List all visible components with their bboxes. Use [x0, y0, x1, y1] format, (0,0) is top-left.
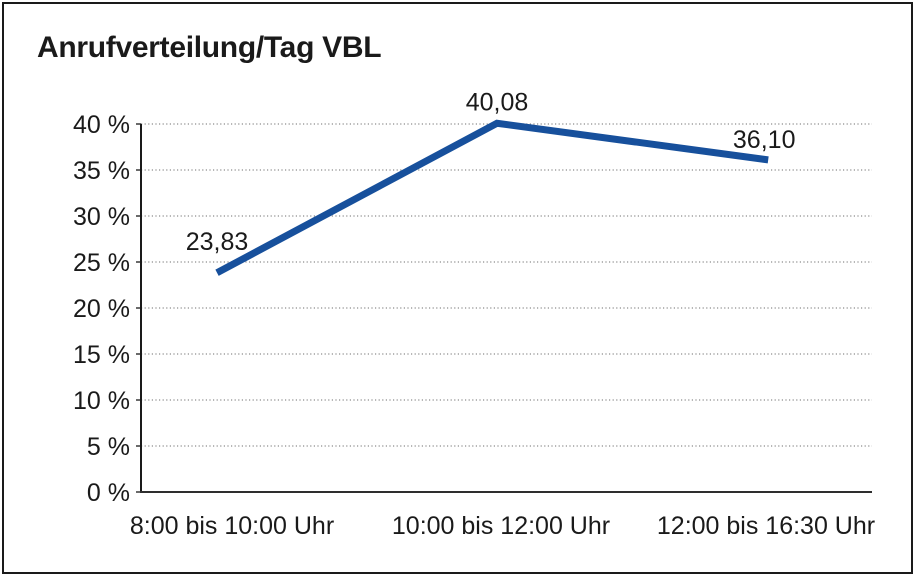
y-tick-label: 30 %: [73, 203, 130, 231]
x-category-label: 10:00 bis 12:00 Uhr: [392, 512, 610, 540]
x-category-label: 8:00 bis 10:00 Uhr: [130, 512, 334, 540]
chart-title: Anrufverteilung/Tag VBL: [37, 31, 382, 64]
point-value-label: 36,10: [733, 126, 796, 154]
y-tick-label: 5 %: [87, 433, 130, 461]
y-tick-label: 0 %: [87, 479, 130, 507]
y-tick-label: 10 %: [73, 387, 130, 415]
y-tick-label: 20 %: [73, 295, 130, 323]
point-value-label: 23,83: [186, 228, 249, 256]
y-tick-label: 35 %: [73, 157, 130, 185]
y-tick-label: 25 %: [73, 249, 130, 277]
point-value-label: 40,08: [466, 88, 529, 116]
y-tick-label: 15 %: [73, 341, 130, 369]
series-line: [215, 119, 769, 276]
y-tick-label: 40 %: [73, 111, 130, 139]
x-category-label: 12:00 bis 16:30 Uhr: [657, 512, 875, 540]
